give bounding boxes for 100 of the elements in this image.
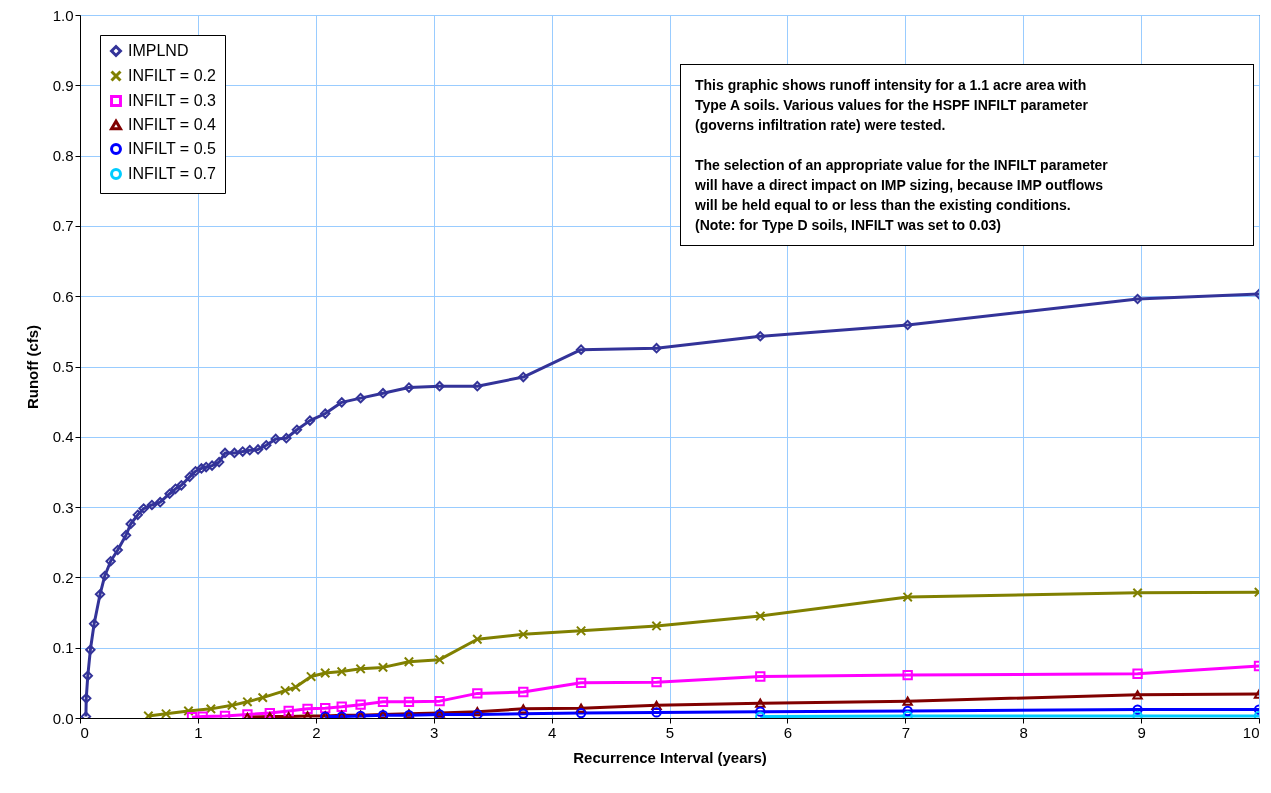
point [651, 707, 662, 718]
x-tick-label: 0 [80, 723, 89, 741]
x-tick-label: 8 [1019, 723, 1028, 741]
point [242, 696, 253, 708]
point [902, 669, 913, 681]
point [755, 610, 766, 622]
point [237, 446, 248, 457]
point [336, 397, 347, 408]
y-tick-label: 0.6 [52, 287, 74, 305]
note-box: This graphic shows runoff intensity for a 1.1 acre area with Type A soils. Various values for the HSPF INFILT parameter (governs infiltration rate) were tested. The selection of an appropriate value for the INFILT parameter will have a direct impact on IMP sizing, because IMP outflows will be held equal to or less than the existing conditions. (Note: for Type D soils, INFILT was set to 0.03) [680, 64, 1254, 246]
point [105, 556, 116, 567]
point [434, 695, 445, 707]
point [176, 480, 187, 491]
point [902, 696, 913, 706]
point [290, 681, 301, 693]
y-axis-title: Runoff (cfs) [23, 324, 41, 410]
point [291, 424, 303, 435]
point [279, 685, 291, 696]
y-tick-label: 0.5 [52, 358, 74, 375]
point [160, 708, 172, 718]
point [190, 466, 201, 477]
point [902, 710, 913, 718]
legend-label: INFILT = 0.3 [128, 92, 216, 109]
point [575, 625, 587, 637]
x-tick-label: 5 [665, 723, 675, 741]
point [518, 686, 529, 698]
point [143, 710, 154, 718]
point [575, 703, 587, 713]
point [281, 433, 292, 444]
legend-label: INFILT = 0.2 [128, 67, 216, 84]
point [154, 497, 166, 508]
point [434, 654, 445, 665]
point [902, 705, 913, 717]
point [434, 381, 445, 392]
legend-label: INFILT = 0.7 [128, 165, 216, 182]
point [196, 463, 207, 474]
point [305, 671, 317, 682]
point [85, 644, 96, 655]
point [651, 700, 662, 710]
point [125, 518, 136, 530]
point [377, 696, 389, 708]
point [1132, 690, 1143, 700]
point [320, 667, 331, 679]
x-tick-label: 10 [1242, 723, 1260, 741]
point [518, 708, 529, 718]
point [472, 634, 483, 645]
point [219, 447, 231, 459]
y-tick-label: 0.4 [52, 428, 74, 446]
point [755, 698, 766, 708]
point [184, 471, 195, 483]
point [283, 705, 294, 717]
x-tick-label: 2 [312, 723, 321, 741]
point [651, 343, 662, 354]
annotation: This graphic shows runoff intensity for a 1.1 acre area with Type A soils. Various values for the HSPF INFILT parameter (governs infiltration rate) were tested. [695, 76, 1089, 135]
point [1132, 668, 1143, 679]
point [257, 692, 268, 703]
x-tick-label: 4 [547, 723, 557, 741]
point [755, 706, 766, 717]
point [472, 381, 483, 392]
point [244, 444, 255, 456]
point [518, 371, 529, 383]
y-tick-label: 0.3 [52, 498, 74, 516]
point [164, 488, 175, 499]
point [213, 456, 225, 468]
point [205, 703, 217, 715]
y-tick-label: 0.7 [52, 217, 74, 235]
point [138, 503, 149, 514]
x-tick-label: 6 [783, 723, 793, 741]
x-tick-label: 1 [194, 723, 203, 741]
point [226, 700, 238, 711]
point [518, 704, 529, 714]
point [651, 620, 662, 632]
legend-label: INFILT = 0.5 [128, 140, 216, 157]
y-tick-label: 0.9 [52, 76, 74, 94]
point [1132, 293, 1143, 305]
y-tick-label: 0.8 [52, 147, 74, 165]
point [403, 696, 415, 708]
y-tick-label: 0.1 [52, 639, 74, 657]
x-tick-label: 9 [1137, 723, 1146, 741]
point [355, 392, 366, 404]
point [1132, 710, 1143, 718]
point [112, 544, 123, 556]
point [200, 461, 212, 473]
point [755, 331, 766, 342]
point [355, 663, 366, 674]
legend-label: INFILT = 0.4 [128, 116, 216, 133]
point [575, 344, 587, 355]
point [1132, 587, 1143, 599]
point [472, 688, 483, 699]
point [377, 662, 389, 673]
point [403, 382, 415, 393]
point [146, 499, 158, 511]
y-tick-label: 0.2 [52, 568, 74, 586]
point [377, 388, 389, 399]
point [270, 433, 281, 445]
point [261, 440, 272, 451]
point [99, 570, 110, 582]
point [229, 447, 240, 459]
point [81, 693, 92, 704]
point [902, 591, 913, 603]
